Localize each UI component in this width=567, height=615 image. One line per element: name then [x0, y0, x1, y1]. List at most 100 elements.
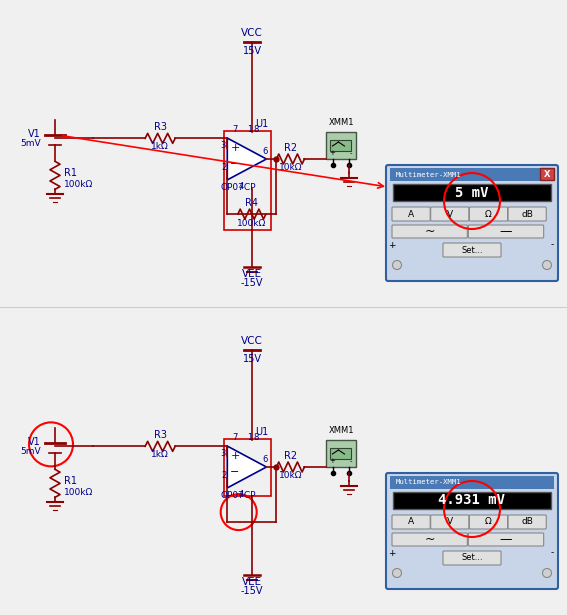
- Text: 3: 3: [221, 141, 226, 149]
- FancyBboxPatch shape: [392, 533, 467, 546]
- Text: 1kΩ: 1kΩ: [151, 142, 169, 151]
- Text: -15V: -15V: [241, 586, 263, 596]
- Text: 15V: 15V: [243, 354, 261, 364]
- Text: Multimeter-XMM1: Multimeter-XMM1: [396, 480, 462, 485]
- FancyBboxPatch shape: [386, 473, 558, 589]
- Text: 4: 4: [239, 490, 244, 499]
- Text: R3: R3: [154, 122, 167, 132]
- Text: VEE: VEE: [242, 269, 262, 279]
- Text: V1: V1: [28, 437, 41, 447]
- Circle shape: [392, 261, 401, 269]
- Circle shape: [543, 261, 552, 269]
- Bar: [390, 476, 554, 489]
- Bar: [223, 438, 271, 496]
- Text: A: A: [408, 210, 414, 218]
- Text: —: —: [500, 225, 512, 238]
- Polygon shape: [227, 138, 266, 180]
- Text: -: -: [551, 240, 553, 250]
- Text: 5mV: 5mV: [20, 447, 41, 456]
- Text: R2: R2: [284, 451, 297, 461]
- Text: Ω: Ω: [485, 210, 492, 218]
- Text: VCC: VCC: [241, 336, 263, 346]
- Text: ~: ~: [425, 225, 435, 238]
- Text: U1: U1: [255, 427, 268, 437]
- Text: —: —: [500, 533, 512, 546]
- Text: U1: U1: [255, 119, 268, 129]
- Text: V: V: [447, 517, 453, 526]
- Circle shape: [392, 568, 401, 577]
- Text: -: -: [551, 549, 553, 558]
- Text: 100kΩ: 100kΩ: [64, 180, 93, 189]
- Text: V1: V1: [28, 129, 41, 140]
- Text: +: +: [230, 451, 240, 461]
- FancyBboxPatch shape: [443, 243, 501, 257]
- Text: 7: 7: [232, 432, 238, 442]
- Text: 8: 8: [254, 432, 259, 442]
- Text: XMM1: XMM1: [329, 426, 354, 435]
- Text: -: -: [349, 150, 352, 156]
- Text: 5mV: 5mV: [20, 139, 41, 148]
- Text: R4: R4: [246, 198, 259, 208]
- FancyBboxPatch shape: [386, 165, 558, 281]
- FancyBboxPatch shape: [443, 551, 501, 565]
- Text: +: +: [329, 150, 335, 156]
- Text: 15V: 15V: [243, 46, 261, 56]
- Text: V: V: [447, 210, 453, 218]
- Bar: [390, 168, 554, 181]
- Bar: [327, 132, 357, 159]
- Text: +: +: [329, 458, 335, 464]
- Text: R1: R1: [64, 477, 77, 486]
- FancyBboxPatch shape: [508, 207, 546, 221]
- FancyBboxPatch shape: [392, 225, 467, 238]
- Text: R2: R2: [284, 143, 297, 153]
- Text: VCC: VCC: [241, 28, 263, 38]
- Text: −: −: [230, 467, 240, 477]
- Text: 3: 3: [221, 448, 226, 458]
- Text: R1: R1: [64, 169, 77, 178]
- Text: 100kΩ: 100kΩ: [237, 219, 266, 228]
- Text: A: A: [408, 517, 414, 526]
- Text: X: X: [544, 170, 551, 178]
- Text: 1: 1: [247, 432, 253, 442]
- Bar: [223, 130, 271, 230]
- Text: 4.931 mV: 4.931 mV: [438, 493, 506, 507]
- Text: -: -: [349, 458, 352, 464]
- FancyBboxPatch shape: [469, 207, 507, 221]
- Text: −: −: [230, 159, 240, 169]
- Text: 8: 8: [254, 125, 259, 133]
- Text: ~: ~: [425, 533, 435, 546]
- FancyBboxPatch shape: [468, 533, 544, 546]
- FancyBboxPatch shape: [431, 515, 469, 529]
- Text: 7: 7: [232, 125, 238, 133]
- Text: 5 mV: 5 mV: [455, 186, 489, 199]
- Text: Set...: Set...: [461, 554, 483, 563]
- Text: dB: dB: [521, 517, 533, 526]
- Text: Ω: Ω: [485, 517, 492, 526]
- Text: +: +: [230, 143, 240, 153]
- Text: dB: dB: [521, 210, 533, 218]
- Text: 10kΩ: 10kΩ: [279, 471, 302, 480]
- FancyBboxPatch shape: [469, 515, 507, 529]
- Circle shape: [543, 568, 552, 577]
- Bar: [331, 140, 352, 151]
- Text: 2: 2: [221, 164, 226, 172]
- FancyBboxPatch shape: [431, 207, 469, 221]
- Text: R3: R3: [154, 430, 167, 440]
- Text: +: +: [388, 549, 396, 558]
- FancyBboxPatch shape: [468, 225, 544, 238]
- Text: Set...: Set...: [461, 245, 483, 255]
- Bar: [327, 440, 357, 467]
- Text: 100kΩ: 100kΩ: [64, 488, 93, 497]
- Bar: [331, 448, 352, 459]
- Text: 4: 4: [239, 183, 244, 191]
- FancyBboxPatch shape: [540, 169, 555, 180]
- Text: -15V: -15V: [241, 278, 263, 288]
- Text: XMM1: XMM1: [329, 118, 354, 127]
- Text: OP07CP: OP07CP: [221, 491, 256, 499]
- Text: Multimeter-XMM1: Multimeter-XMM1: [396, 172, 462, 178]
- Text: 10kΩ: 10kΩ: [279, 163, 302, 172]
- Text: 6: 6: [263, 148, 268, 156]
- Polygon shape: [227, 446, 266, 488]
- Text: 1: 1: [247, 125, 253, 133]
- FancyBboxPatch shape: [392, 515, 430, 529]
